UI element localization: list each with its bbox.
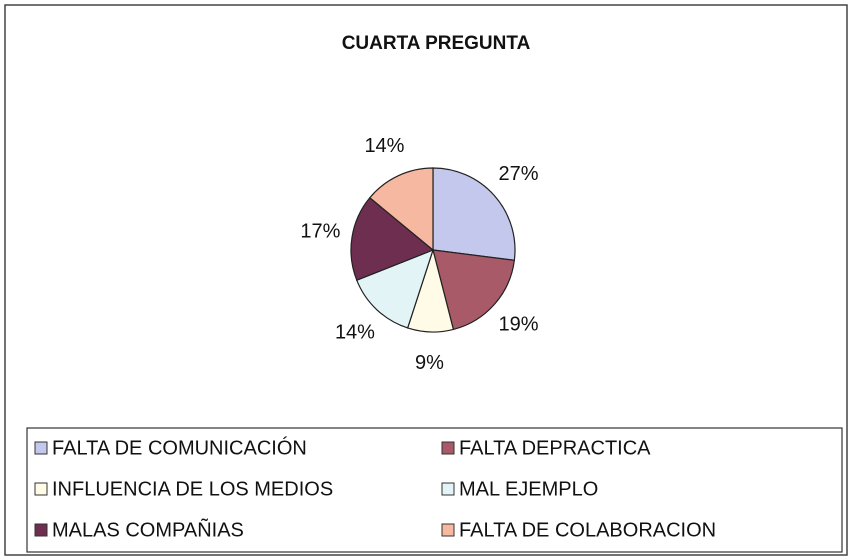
slice-label: 19%: [498, 314, 538, 336]
legend-box: [26, 427, 843, 553]
pie-slice: [350, 196, 435, 281]
slice-label: 17%: [300, 220, 340, 242]
legend-swatch: [34, 441, 48, 455]
legend-label: MALAS COMPAÑIAS: [52, 517, 244, 541]
pie-slice: [432, 249, 516, 331]
legend-label: FALTA DEPRACTICA: [459, 437, 651, 459]
slice-label: 14%: [335, 321, 375, 343]
legend-label: MAL EJEMPLO: [459, 478, 598, 500]
legend-swatch: [441, 482, 455, 496]
slice-label: 9%: [415, 352, 444, 374]
slice-label: 14%: [364, 135, 404, 157]
pie-slice: [368, 167, 434, 252]
pie-slice: [432, 167, 516, 261]
legend-label: FALTA DE COLABORACION: [459, 519, 716, 541]
chart-title: CUARTA PREGUNTA: [342, 33, 531, 54]
legend-label: INFLUENCIA DE LOS MEDIOS: [52, 478, 333, 500]
slice-label: 27%: [498, 163, 538, 185]
legend-swatch: [441, 523, 455, 537]
pie-slice: [355, 248, 434, 329]
legend-swatch: [34, 482, 48, 496]
legend-swatch: [34, 523, 48, 537]
legend-swatch: [441, 441, 455, 455]
legend-label: FALTA DE COMUNICACIÓN: [52, 436, 307, 459]
